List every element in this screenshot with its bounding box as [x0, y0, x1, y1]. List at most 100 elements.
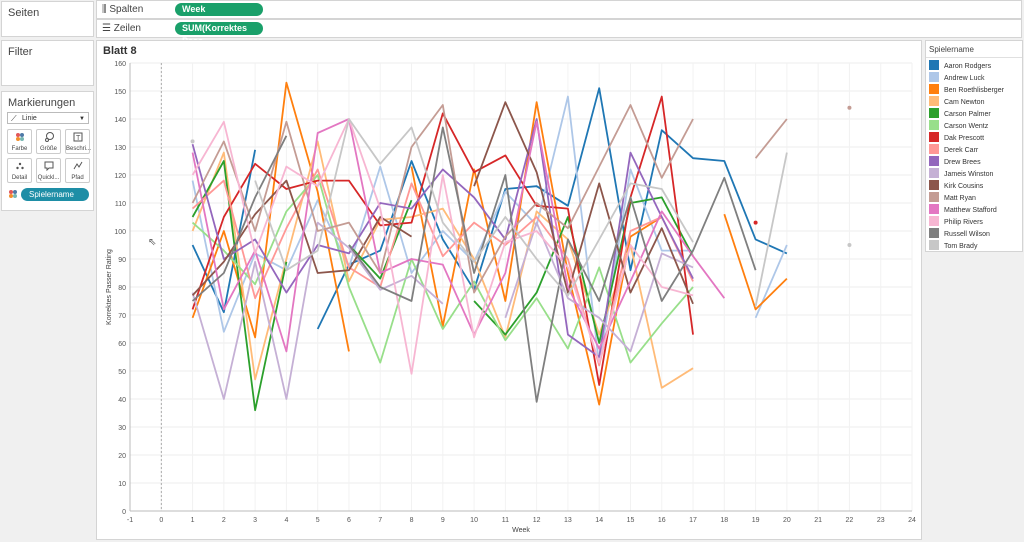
x-tick-label: 3 — [253, 517, 257, 524]
week-pill[interactable]: Week — [175, 3, 263, 16]
series-line[interactable] — [191, 179, 412, 297]
player-name-pill[interactable]: Spielername — [21, 188, 89, 201]
legend-item[interactable]: Matt Ryan — [929, 192, 976, 205]
series-line[interactable] — [191, 118, 694, 358]
rows-label-text: Zeilen — [113, 23, 141, 34]
series-line[interactable] — [723, 213, 788, 311]
series-line[interactable] — [754, 118, 788, 159]
x-tick-label: 19 — [752, 517, 760, 524]
legend-item[interactable]: Drew Brees — [929, 156, 981, 169]
legend-item[interactable]: Philip Rivers — [929, 216, 983, 229]
pages-panel[interactable]: Seiten — [1, 1, 94, 37]
label-button[interactable]: T Beschri... — [65, 129, 92, 154]
legend-item[interactable]: Tom Brady — [929, 240, 977, 253]
color-field-icon — [8, 189, 18, 202]
sheet-title: Blatt 8 — [103, 45, 137, 57]
series-line[interactable] — [504, 221, 694, 353]
legend-label: Andrew Luck — [944, 75, 985, 82]
rows-shelf[interactable]: ☰ Zeilen SUM(Korrektes Pass... — [96, 19, 1022, 46]
series-line[interactable] — [191, 149, 257, 314]
legend-swatch — [929, 132, 939, 143]
series-line[interactable] — [254, 118, 694, 297]
legend-item[interactable]: Dak Prescott — [929, 132, 984, 145]
legend-panel: Spielername Aaron Rodgers Andrew Luck Ben … — [925, 40, 1023, 252]
x-tick-label: 1 — [191, 517, 195, 524]
legend-label: Jameis Winston — [944, 171, 994, 178]
x-tick-label: 0 — [159, 517, 163, 524]
y-tick-label: 90 — [118, 257, 126, 264]
series-point[interactable] — [847, 243, 852, 247]
legend-item[interactable]: Carson Wentz — [929, 120, 989, 133]
tooltip-button-label: Quickl... — [37, 175, 60, 181]
size-icon — [37, 132, 60, 145]
y-tick-label: 160 — [114, 61, 126, 68]
filter-panel-title: Filter — [8, 46, 33, 58]
legend-item[interactable]: Russell Wilson — [929, 228, 990, 241]
y-tick-label: 10 — [118, 481, 126, 488]
legend-item[interactable]: Carson Palmer — [929, 108, 991, 121]
chevron-down-icon: ▼ — [79, 116, 85, 122]
series-line[interactable] — [410, 101, 663, 406]
legend-title: Spielername — [929, 45, 974, 54]
legend-item[interactable]: Ben Roethlisberger — [929, 84, 1004, 97]
passer-rating-pill[interactable]: SUM(Korrektes Pass... — [175, 22, 263, 46]
legend-item[interactable]: Aaron Rodgers — [929, 60, 991, 73]
marks-panel-title: Markierungen — [8, 97, 76, 109]
series-line[interactable] — [191, 118, 694, 375]
y-tick-label: 150 — [114, 89, 126, 96]
legend-item[interactable]: Derek Carr — [929, 144, 978, 157]
series-point[interactable] — [190, 139, 195, 144]
series-point[interactable] — [847, 105, 852, 110]
legend-swatch — [929, 120, 939, 131]
series-point[interactable] — [753, 220, 758, 225]
series-line[interactable] — [191, 140, 694, 389]
color-button[interactable]: Farbe — [7, 129, 32, 154]
series-line[interactable] — [754, 152, 788, 307]
legend-label: Ben Roethlisberger — [944, 87, 1004, 94]
color-button-label: Farbe — [11, 146, 28, 152]
y-tick-label: 110 — [115, 201, 126, 208]
line-chart[interactable]: 0102030405060708090100110120130140150160… — [97, 59, 921, 539]
series-line[interactable] — [191, 160, 288, 412]
detail-button-label: Detail — [11, 175, 28, 181]
series-line[interactable] — [348, 199, 413, 280]
legend-label: Philip Rivers — [944, 219, 983, 226]
legend-swatch — [929, 156, 939, 167]
series-line[interactable] — [191, 174, 694, 364]
color-icon — [8, 132, 31, 145]
worksheet: Blatt 8 0 10 20 30 40 50 60 70 80 90 100 110 120 130 1… — [96, 40, 922, 540]
x-tick-label: 12 — [533, 517, 541, 524]
legend-label: Carson Palmer — [944, 111, 991, 118]
series-line[interactable] — [473, 101, 694, 305]
svg-text:T: T — [76, 135, 81, 142]
tooltip-button[interactable]: Quickl... — [36, 158, 61, 183]
y-axis-title: Korrektes Passer Rating — [106, 249, 113, 325]
y-tick-label: 80 — [118, 285, 126, 292]
y-tick-label: 100 — [114, 229, 126, 236]
size-button[interactable]: Größe — [36, 129, 61, 154]
columns-shelf[interactable]: ⫼ Spalten Week — [96, 0, 1022, 19]
series-line[interactable] — [754, 244, 788, 319]
x-tick-label: 24 — [908, 517, 916, 524]
legend-item[interactable]: Andrew Luck — [929, 72, 985, 85]
columns-shelf-label: ⫼ Spalten — [102, 4, 143, 15]
series-line[interactable] — [348, 126, 757, 403]
marks-panel: Markierungen ⟋ Linie ▼ Farbe Größe T Bes… — [1, 91, 94, 211]
mark-type-dropdown[interactable]: ⟋ Linie ▼ — [7, 112, 89, 124]
detail-button[interactable]: Detail — [7, 158, 32, 183]
x-axis-title: Week — [512, 527, 530, 534]
y-tick-label: 0 — [122, 509, 126, 516]
detail-icon — [8, 161, 31, 174]
path-button[interactable]: Pfad — [65, 158, 90, 183]
filter-panel[interactable]: Filter — [1, 40, 94, 86]
label-button-label: Beschri... — [66, 146, 92, 152]
series-line[interactable] — [191, 118, 726, 353]
series-line[interactable] — [191, 221, 444, 400]
legend-item[interactable]: Cam Newton — [929, 96, 984, 109]
legend-item[interactable]: Jameis Winston — [929, 168, 994, 181]
series-line[interactable] — [473, 196, 694, 344]
legend-label: Carson Wentz — [944, 123, 989, 130]
series-line[interactable] — [191, 135, 288, 302]
legend-item[interactable]: Matthew Stafford — [929, 204, 997, 217]
legend-item[interactable]: Kirk Cousins — [929, 180, 983, 193]
